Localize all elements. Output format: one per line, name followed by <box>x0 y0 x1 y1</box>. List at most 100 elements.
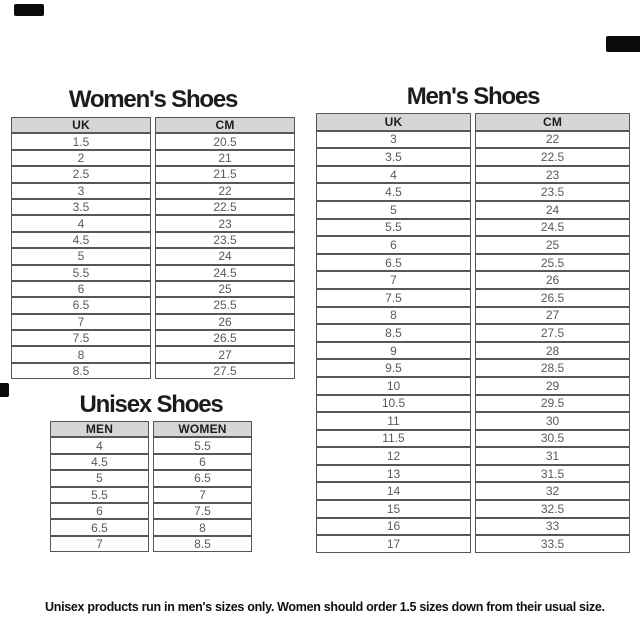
table-cell: 8 <box>316 306 471 325</box>
table-cell: 22.5 <box>475 148 630 166</box>
table-cell: 25 <box>475 236 630 254</box>
table-row: 5.5 24.5 <box>316 218 630 237</box>
table-row: 7 26 <box>11 313 295 331</box>
table-row: 4 23 <box>11 215 295 232</box>
table-cell: 7 <box>316 271 471 289</box>
womens-size-table: UK CM 1.5 20.5 2 21 2.5 21.5 3 22 3.5 22.5 4 23 4.5 2… <box>7 117 299 380</box>
table-cell: 23.5 <box>475 183 630 201</box>
table-row: 7.5 26.5 <box>11 330 295 347</box>
mens-size-table: UK CM 3 22 3.5 22.5 4 23 4.5 23.5 5 24 5.5 24.5 6 25 6… <box>312 113 634 553</box>
table-row: 6 25 <box>316 236 630 254</box>
table-cell: 3 <box>11 182 151 199</box>
table-cell: 6 <box>50 502 149 520</box>
table-cell: 6.5 <box>50 519 149 536</box>
table-cell: 9.5 <box>316 359 471 377</box>
table-cell: 31 <box>475 447 630 465</box>
table-cell: 8 <box>153 519 252 536</box>
table-cell: 25 <box>155 280 295 298</box>
table-cell: 6.5 <box>153 470 252 487</box>
table-cell: 29.5 <box>475 394 630 413</box>
table-row: 10 29 <box>316 376 630 395</box>
table-cell: 6 <box>153 453 252 471</box>
table-row: 8 27 <box>316 306 630 325</box>
table-row: 4.5 23.5 <box>316 183 630 201</box>
column-header-uk: UK <box>316 113 471 131</box>
column-header-cm: CM <box>475 113 630 131</box>
table-cell: 7 <box>50 535 149 553</box>
table-body: 3 22 3.5 22.5 4 23 4.5 23.5 5 24 5.5 24.5 6 25 6.5 25.5… <box>316 130 630 553</box>
table-cell: 26 <box>155 313 295 331</box>
table-cell: 26.5 <box>155 330 295 347</box>
table-cell: 31.5 <box>475 464 630 483</box>
table-cell: 23 <box>155 215 295 232</box>
table-row: 10.5 29.5 <box>316 394 630 413</box>
table-row: 11.5 30.5 <box>316 429 630 448</box>
table-cell: 6.5 <box>316 253 471 272</box>
header-row: UK CM <box>11 117 295 134</box>
table-row: 7.5 26.5 <box>316 288 630 307</box>
table-cell: 15 <box>316 500 471 518</box>
table-cell: 4 <box>50 437 149 454</box>
unisex-size-table: MEN WOMEN 4 5.5 4.5 6 5 6.5 5.5 7 6 7.5 6.5 8 7 8.5 <box>46 421 256 553</box>
table-cell: 7.5 <box>11 330 151 347</box>
table-cell: 16 <box>316 517 471 536</box>
table-row: 13 31.5 <box>316 464 630 483</box>
table-cell: 9 <box>316 341 471 360</box>
table-row: 5.5 7 <box>50 486 252 503</box>
table-row: 6.5 25.5 <box>316 253 630 272</box>
table-row: 9.5 28.5 <box>316 359 630 377</box>
unisex-sizing-note: Unisex products run in men's sizes only.… <box>45 600 605 614</box>
table-cell: 26 <box>475 271 630 289</box>
table-cell: 5.5 <box>11 264 151 281</box>
table-cell: 5.5 <box>316 218 471 237</box>
table-cell: 33 <box>475 517 630 536</box>
table-cell: 27 <box>475 306 630 325</box>
table-cell: 5 <box>11 248 151 265</box>
table-cell: 6.5 <box>11 297 151 314</box>
table-cell: 25.5 <box>155 297 295 314</box>
table-cell: 3 <box>316 130 471 149</box>
table-row: 5 24 <box>11 248 295 265</box>
table-cell: 2 <box>11 149 151 167</box>
table-cell: 21.5 <box>155 166 295 183</box>
blacked-out-edge-mark <box>0 383 9 397</box>
table-cell: 17 <box>316 535 471 553</box>
table-row: 7 26 <box>316 271 630 289</box>
column-header-women: WOMEN <box>153 421 252 438</box>
table-cell: 30.5 <box>475 429 630 448</box>
table-cell: 24 <box>155 248 295 265</box>
table-cell: 27 <box>155 346 295 363</box>
table-cell: 26.5 <box>475 288 630 307</box>
table-cell: 22 <box>155 182 295 199</box>
table-row: 16 33 <box>316 517 630 536</box>
table-cell: 25.5 <box>475 253 630 272</box>
table-cell: 13 <box>316 464 471 483</box>
unisex-shoes-title: Unisex Shoes <box>79 391 224 418</box>
table-cell: 10.5 <box>316 394 471 413</box>
table-header: MEN WOMEN <box>50 421 252 438</box>
table-row: 1.5 20.5 <box>11 133 295 150</box>
table-cell: 20.5 <box>155 133 295 150</box>
table-cell: 12 <box>316 447 471 465</box>
table-cell: 8.5 <box>11 362 151 380</box>
table-header: UK CM <box>11 117 295 134</box>
table-header: UK CM <box>316 113 630 131</box>
table-cell: 3.5 <box>316 148 471 166</box>
table-row: 6.5 25.5 <box>11 297 295 314</box>
table-cell: 24.5 <box>155 264 295 281</box>
table-row: 8.5 27.5 <box>11 362 295 380</box>
table-cell: 11 <box>316 412 471 430</box>
table-row: 3 22 <box>316 130 630 149</box>
table-cell: 7 <box>11 313 151 331</box>
table-cell: 3.5 <box>11 198 151 216</box>
table-cell: 2.5 <box>11 166 151 183</box>
table-cell: 29 <box>475 376 630 395</box>
table-row: 6.5 8 <box>50 519 252 536</box>
table-cell: 4 <box>316 165 471 184</box>
table-row: 15 32.5 <box>316 500 630 518</box>
column-header-cm: CM <box>155 117 295 134</box>
table-cell: 27.5 <box>155 362 295 380</box>
table-row: 7 8.5 <box>50 535 252 553</box>
table-cell: 23 <box>475 165 630 184</box>
